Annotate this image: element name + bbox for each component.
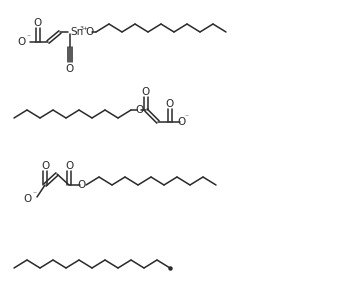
Text: O: O [166, 99, 174, 109]
Text: O: O [178, 117, 186, 127]
Text: O: O [135, 105, 143, 115]
Text: O: O [86, 27, 94, 37]
Text: ⁻: ⁻ [184, 112, 188, 122]
Text: O: O [66, 64, 74, 74]
Text: Sn: Sn [70, 27, 84, 37]
Text: O: O [24, 194, 32, 204]
Text: 3+: 3+ [79, 26, 89, 30]
Text: O: O [142, 87, 150, 97]
Text: ⁻: ⁻ [26, 33, 30, 42]
Text: O: O [41, 161, 49, 171]
Text: ⁻: ⁻ [32, 189, 36, 199]
Text: O: O [34, 18, 42, 28]
Text: O: O [78, 180, 86, 190]
Text: O: O [18, 37, 26, 47]
Text: O: O [65, 161, 73, 171]
